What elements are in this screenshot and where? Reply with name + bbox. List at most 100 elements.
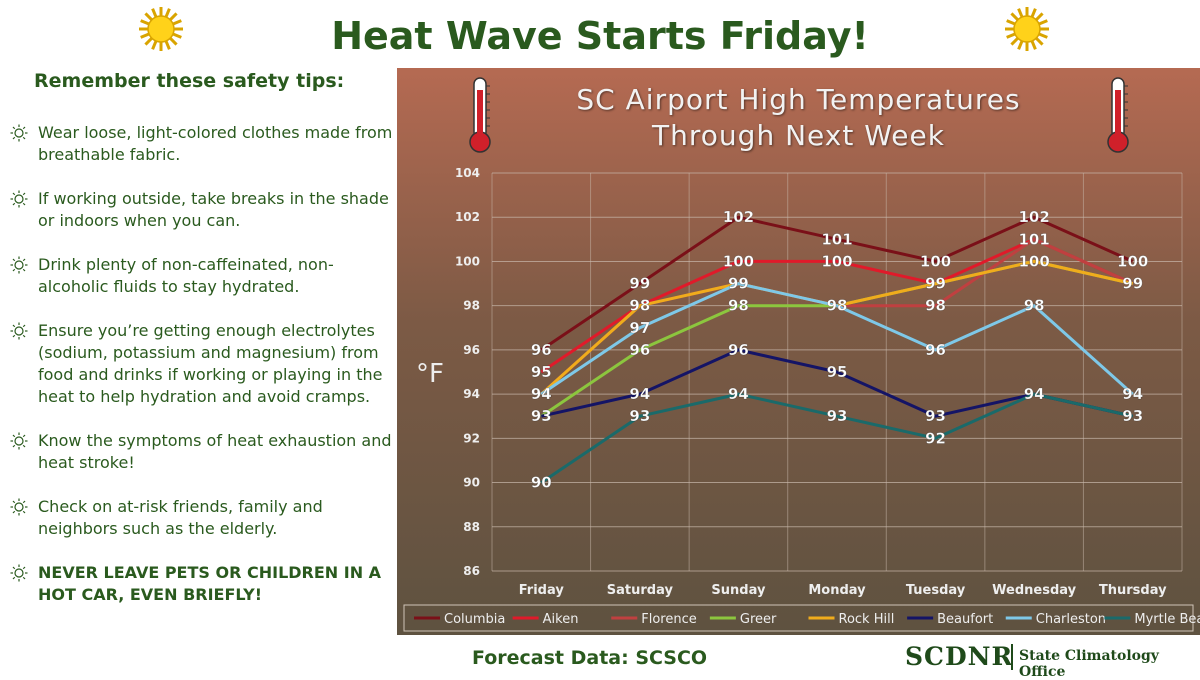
tips-heading: Remember these safety tips: bbox=[34, 70, 345, 92]
data-label: 98 bbox=[925, 297, 946, 315]
data-label: 96 bbox=[728, 341, 749, 359]
sun-outline-icon bbox=[10, 498, 28, 516]
forecast-source: Forecast Data: SCSCO bbox=[472, 647, 708, 669]
data-label: 95 bbox=[531, 363, 552, 381]
data-label: 97 bbox=[629, 319, 650, 337]
logo-sub-text: State Climatology Office bbox=[1019, 648, 1159, 680]
data-label: 93 bbox=[629, 407, 650, 425]
tip-text: Drink plenty of non-caffeinated, non-alc… bbox=[38, 255, 334, 296]
scdnr-logo: SCDNR State Climatology Office bbox=[905, 642, 1195, 680]
legend-box bbox=[403, 604, 1194, 632]
logo-divider bbox=[1011, 644, 1013, 670]
x-tick-label: Thursday bbox=[1099, 583, 1167, 598]
x-tick-label: Monday bbox=[808, 583, 866, 598]
y-axis-label: °F bbox=[416, 359, 444, 389]
tip-text: Know the symptoms of heat exhaustion and… bbox=[38, 431, 392, 472]
data-label: 98 bbox=[1024, 297, 1045, 315]
y-tick-label: 86 bbox=[463, 564, 480, 578]
data-label: 94 bbox=[629, 385, 650, 403]
data-label: 100 bbox=[1018, 252, 1049, 270]
series-line bbox=[540, 392, 1134, 484]
data-label: 96 bbox=[531, 341, 552, 359]
data-label: 93 bbox=[531, 407, 552, 425]
data-label: 96 bbox=[925, 341, 946, 359]
data-label: 100 bbox=[821, 252, 852, 270]
data-label: 98 bbox=[728, 297, 749, 315]
y-tick-label: 88 bbox=[463, 520, 480, 534]
x-tick-label: Friday bbox=[519, 583, 565, 598]
tip-item: Know the symptoms of heat exhaustion and… bbox=[10, 430, 395, 474]
data-label: 99 bbox=[629, 275, 650, 293]
x-tick-label: Tuesday bbox=[906, 583, 966, 598]
tip-item: Check on at-risk friends, family and nei… bbox=[10, 496, 395, 540]
sun-outline-icon bbox=[10, 256, 28, 274]
data-label: 100 bbox=[723, 252, 754, 270]
tip-text: Wear loose, light-colored clothes made f… bbox=[38, 123, 393, 164]
chart-title: SC Airport High Temperatures Through Nex… bbox=[397, 82, 1200, 154]
data-label: 96 bbox=[629, 341, 650, 359]
sun-icon bbox=[1005, 7, 1049, 51]
legend-label: Greer bbox=[740, 612, 777, 627]
y-tick-label: 104 bbox=[455, 166, 480, 180]
data-label: 100 bbox=[1117, 252, 1148, 270]
tip-text: Check on at-risk friends, family and nei… bbox=[38, 497, 323, 538]
y-tick-label: 92 bbox=[463, 431, 480, 445]
y-tick-label: 94 bbox=[463, 387, 480, 401]
tip-item: Wear loose, light-colored clothes made f… bbox=[10, 122, 395, 166]
tips-list: Wear loose, light-colored clothes made f… bbox=[10, 122, 395, 628]
x-tick-label: Saturday bbox=[607, 583, 674, 598]
data-label: 93 bbox=[1122, 407, 1143, 425]
data-label: 102 bbox=[723, 208, 754, 226]
x-tick-label: Sunday bbox=[711, 583, 766, 598]
data-label: 99 bbox=[1122, 275, 1143, 293]
data-label: 90 bbox=[531, 474, 552, 492]
chart-panel: SC Airport High Temperatures Through Nex… bbox=[397, 68, 1200, 635]
data-label: 98 bbox=[629, 297, 650, 315]
page-title: Heat Wave Starts Friday! bbox=[331, 14, 869, 58]
data-label: 92 bbox=[925, 429, 946, 447]
tip-item: Drink plenty of non-caffeinated, non-alc… bbox=[10, 254, 395, 298]
sun-icon bbox=[139, 7, 183, 51]
tip-item: Ensure you’re getting enough electrolyte… bbox=[10, 320, 395, 408]
data-label: 93 bbox=[925, 407, 946, 425]
data-label: 98 bbox=[827, 297, 848, 315]
logo-main-text: SCDNR bbox=[905, 642, 1014, 671]
data-label: 94 bbox=[728, 385, 749, 403]
tip-item: If working outside, take breaks in the s… bbox=[10, 188, 395, 232]
y-tick-label: 90 bbox=[463, 476, 480, 490]
chart-title-line-1: SC Airport High Temperatures bbox=[576, 83, 1021, 116]
series-line bbox=[540, 215, 1134, 352]
legend-label: Rock Hill bbox=[839, 612, 895, 627]
data-label: 94 bbox=[1122, 385, 1143, 403]
sun-outline-icon bbox=[10, 124, 28, 142]
legend-label: Columbia bbox=[444, 612, 505, 627]
y-tick-label: 102 bbox=[455, 210, 480, 224]
chart-title-line-2: Through Next Week bbox=[652, 119, 945, 152]
data-label: 93 bbox=[827, 407, 848, 425]
series-line bbox=[540, 282, 1134, 396]
data-label: 99 bbox=[728, 275, 749, 293]
sun-outline-icon bbox=[10, 322, 28, 340]
data-label: 99 bbox=[925, 275, 946, 293]
data-label: 101 bbox=[821, 230, 852, 248]
data-label: 94 bbox=[531, 385, 552, 403]
tip-item: NEVER LEAVE PETS OR CHILDREN IN A HOT CA… bbox=[10, 562, 395, 606]
legend-label: Charleston bbox=[1036, 612, 1106, 627]
data-label: 101 bbox=[1018, 230, 1049, 248]
tip-text: If working outside, take breaks in the s… bbox=[38, 189, 389, 230]
y-tick-label: 98 bbox=[463, 299, 480, 313]
y-tick-label: 100 bbox=[455, 254, 480, 268]
legend-label: Aiken bbox=[543, 612, 579, 627]
legend-label: Florence bbox=[641, 612, 697, 627]
sun-outline-icon bbox=[10, 432, 28, 450]
legend-label: Beaufort bbox=[937, 612, 993, 627]
data-label: 100 bbox=[920, 252, 951, 270]
data-label: 102 bbox=[1018, 208, 1049, 226]
tip-text: NEVER LEAVE PETS OR CHILDREN IN A HOT CA… bbox=[38, 563, 382, 604]
tip-text: Ensure you’re getting enough electrolyte… bbox=[38, 321, 383, 406]
y-tick-label: 96 bbox=[463, 343, 480, 357]
x-tick-label: Wednesday bbox=[992, 583, 1076, 598]
sun-outline-icon bbox=[10, 564, 28, 582]
legend-label: Myrtle Beach bbox=[1134, 612, 1200, 627]
thermometer-icon bbox=[469, 77, 491, 153]
